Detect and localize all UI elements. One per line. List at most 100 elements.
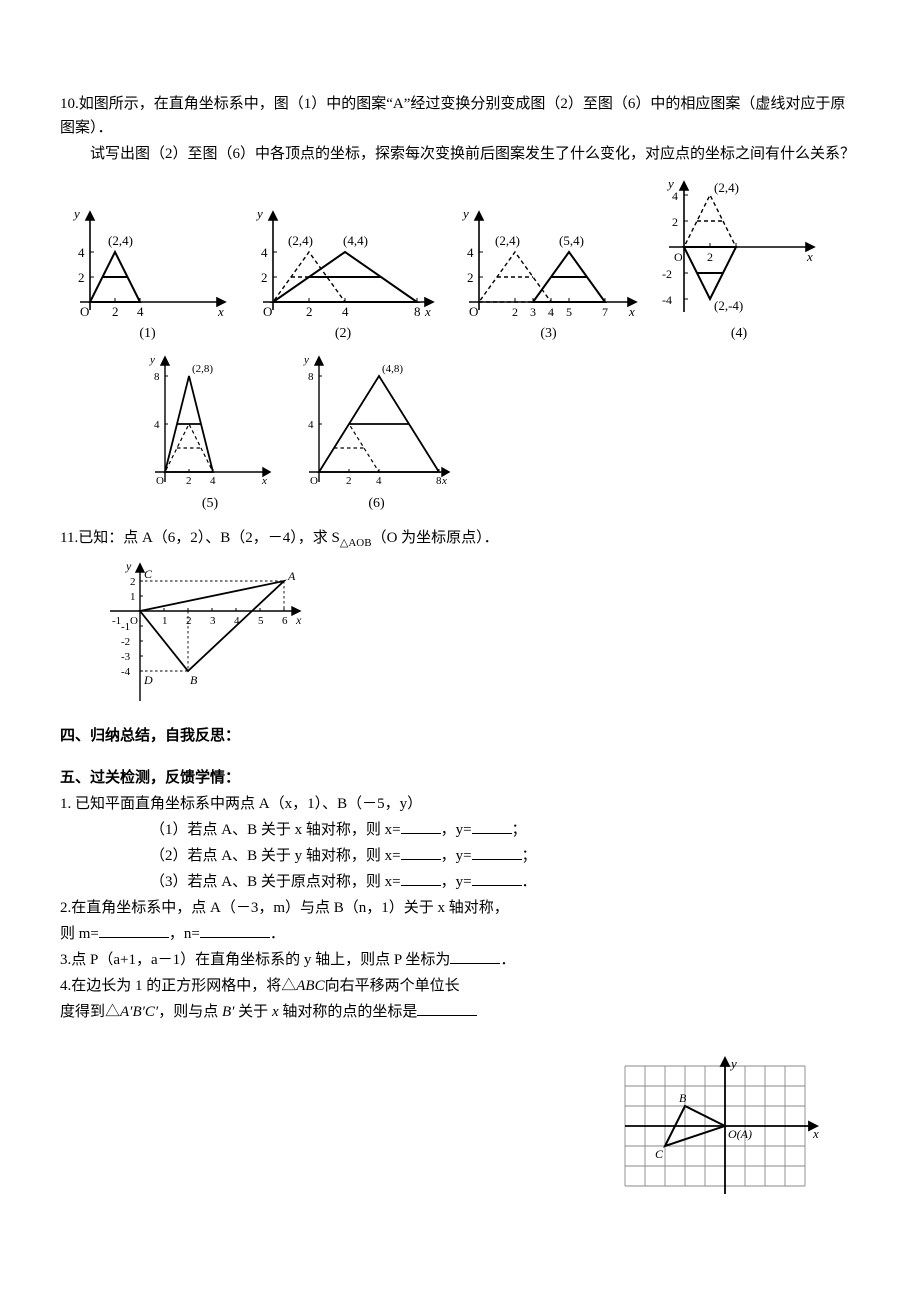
q2b3: ． <box>270 926 285 942</box>
svg-text:y: y <box>149 354 155 366</box>
svg-text:-2: -2 <box>662 267 672 281</box>
svg-text:O: O <box>130 615 138 627</box>
q2b2: ，n= <box>169 926 200 942</box>
svg-text:2: 2 <box>512 305 518 319</box>
blank <box>417 1000 477 1016</box>
sec5-q1-s2: （2）若点 A、B 关于 y 轴对称，则 x=，y=； <box>150 844 860 868</box>
svg-text:O: O <box>674 250 683 264</box>
q4abc2: A′B′C′ <box>120 1004 158 1020</box>
svg-text:y: y <box>255 206 263 221</box>
svg-text:y: y <box>125 559 132 573</box>
svg-text:4: 4 <box>672 189 678 203</box>
svg-text:O: O <box>156 475 164 487</box>
blank <box>472 818 512 834</box>
q10-fig-1-label: (1) <box>139 323 155 345</box>
q10-fig-4-label: (4) <box>731 323 747 345</box>
svg-text:x: x <box>441 475 447 487</box>
sec5-q2b: 则 m= ，n= ． <box>60 922 860 946</box>
q10-fig-6-label: (6) <box>368 493 384 515</box>
q10-line2: 试写出图（2）至图（6）中各顶点的坐标，探索每次变换前后图案发生了什么变化，对应… <box>60 142 860 166</box>
q10-fig-6-svg: 248 48 O x y (4,8) <box>294 347 459 492</box>
svg-text:4: 4 <box>78 245 85 260</box>
svg-text:4: 4 <box>261 245 268 260</box>
q10-fig-3: 23457 24 O x y (2,4) (5,4) (3) <box>451 202 646 345</box>
q10-fig-4-svg: 2 24 -2-4 O x y (2,4) (2,-4) <box>654 172 824 322</box>
svg-text:8: 8 <box>308 371 314 383</box>
svg-text:4: 4 <box>376 475 382 487</box>
q1s3a: （3）若点 A、B 关于原点对称，则 x= <box>150 874 401 890</box>
svg-text:x: x <box>217 304 224 319</box>
svg-text:y: y <box>729 1056 737 1071</box>
q1s3b: ，y= <box>441 874 472 890</box>
sec5-q1-s1: （1）若点 A、B 关于 x 轴对称，则 x=，y=； <box>150 818 860 842</box>
svg-text:(2,8): (2,8) <box>192 363 213 375</box>
sec5-q1-stem: 1. 已知平面直角坐标系中两点 A（x，1）、B（－5，y） <box>60 792 860 816</box>
blank <box>99 922 169 938</box>
q4l1b: 向右平移两个单位长 <box>325 978 460 994</box>
svg-text:C: C <box>655 1147 664 1161</box>
svg-text:-1: -1 <box>112 615 121 627</box>
sec5-q3: 3.点 P（a+1，a－1）在直角坐标系的 y 轴上，则点 P 坐标为 ． <box>60 948 860 972</box>
q10-fig-1: 24 24 O x y (2,4) (1) <box>60 202 235 345</box>
blank <box>401 844 441 860</box>
svg-text:4: 4 <box>210 475 216 487</box>
svg-text:y: y <box>303 354 309 366</box>
svg-text:1: 1 <box>130 591 136 603</box>
svg-text:6: 6 <box>282 615 288 627</box>
q4l2c: 关于 <box>234 1004 272 1020</box>
blank <box>472 870 522 886</box>
svg-text:(2,-4): (2,-4) <box>714 298 743 313</box>
q10-fig-3-label: (3) <box>540 323 556 345</box>
svg-text:8: 8 <box>154 371 160 383</box>
svg-text:2: 2 <box>130 576 136 588</box>
svg-text:2: 2 <box>186 615 192 627</box>
svg-text:y: y <box>666 176 674 191</box>
q3a: 3.点 P（a+1，a－1）在直角坐标系的 y 轴上，则点 P 坐标为 <box>60 952 450 968</box>
blank <box>450 948 500 964</box>
svg-text:y: y <box>461 206 469 221</box>
svg-text:(2,4): (2,4) <box>495 233 520 248</box>
svg-text:x: x <box>261 475 267 487</box>
sec5-q1-s3: （3）若点 A、B 关于原点对称，则 x=，y=． <box>150 870 860 894</box>
sec5-title: 五、过关检测，反馈学情： <box>60 766 860 790</box>
svg-text:O: O <box>310 475 318 487</box>
sec5-q4-l1: 4.在边长为 1 的正方形网格中，将△ABC向右平移两个单位长 <box>60 974 860 998</box>
q11-fig-svg: 123456 12 -1-2-3-4 -1 O x y A C B D <box>100 556 310 706</box>
q10-fig-2-label: (2) <box>335 323 351 345</box>
q10-line1: 10.如图所示，在直角坐标系中，图（1）中的图案“A”经过变换分别变成图（2）至… <box>60 92 860 140</box>
svg-text:5: 5 <box>258 615 264 627</box>
svg-text:3: 3 <box>210 615 216 627</box>
q4-fig-svg: B C O(A) x y <box>615 1056 830 1206</box>
svg-text:7: 7 <box>602 305 608 319</box>
q1s1c: ； <box>512 822 527 838</box>
svg-text:O: O <box>469 304 478 319</box>
svg-text:2: 2 <box>186 475 192 487</box>
sec4-title: 四、归纳总结，自我反思： <box>60 724 860 748</box>
q10-fig-5-label: (5) <box>202 493 218 515</box>
q10-fig-5: 2 4 4 8 O x y (2,8) (5) <box>140 347 280 515</box>
q3b: ． <box>500 952 515 968</box>
svg-text:y: y <box>72 206 80 221</box>
svg-text:2: 2 <box>261 270 268 285</box>
svg-text:-1: -1 <box>121 621 130 633</box>
q2b1: 则 m= <box>60 926 99 942</box>
q10-fig-5-svg: 2 4 4 8 O x y (2,8) <box>140 347 280 492</box>
q10-fig-1-svg: 24 24 O x y (2,4) <box>60 202 235 322</box>
svg-text:(2,4): (2,4) <box>714 180 739 195</box>
q11-text-b: △AOB <box>340 537 372 549</box>
svg-text:2: 2 <box>672 215 678 229</box>
svg-text:O(A): O(A) <box>728 1127 752 1141</box>
svg-text:4: 4 <box>154 419 160 431</box>
q10-fig-row-1: 24 24 O x y (2,4) (1) 248 24 O x y <box>60 172 860 345</box>
sec5-q4-l2: 度得到△A′B′C′，则与点 B′ 关于 x 轴对称的点的坐标是 <box>60 1000 860 1024</box>
svg-text:4: 4 <box>308 419 314 431</box>
svg-text:C: C <box>144 567 153 581</box>
q1s2a: （2）若点 A、B 关于 y 轴对称，则 x= <box>150 848 401 864</box>
q4l2b: ，则与点 <box>158 1004 222 1020</box>
svg-text:(5,4): (5,4) <box>559 233 584 248</box>
q1s1b: ，y= <box>441 822 472 838</box>
q10-fig-2: 248 24 O x y (2,4) (4,4) (2) <box>243 202 443 345</box>
svg-text:2: 2 <box>346 475 352 487</box>
blank <box>200 922 270 938</box>
blank <box>401 818 441 834</box>
